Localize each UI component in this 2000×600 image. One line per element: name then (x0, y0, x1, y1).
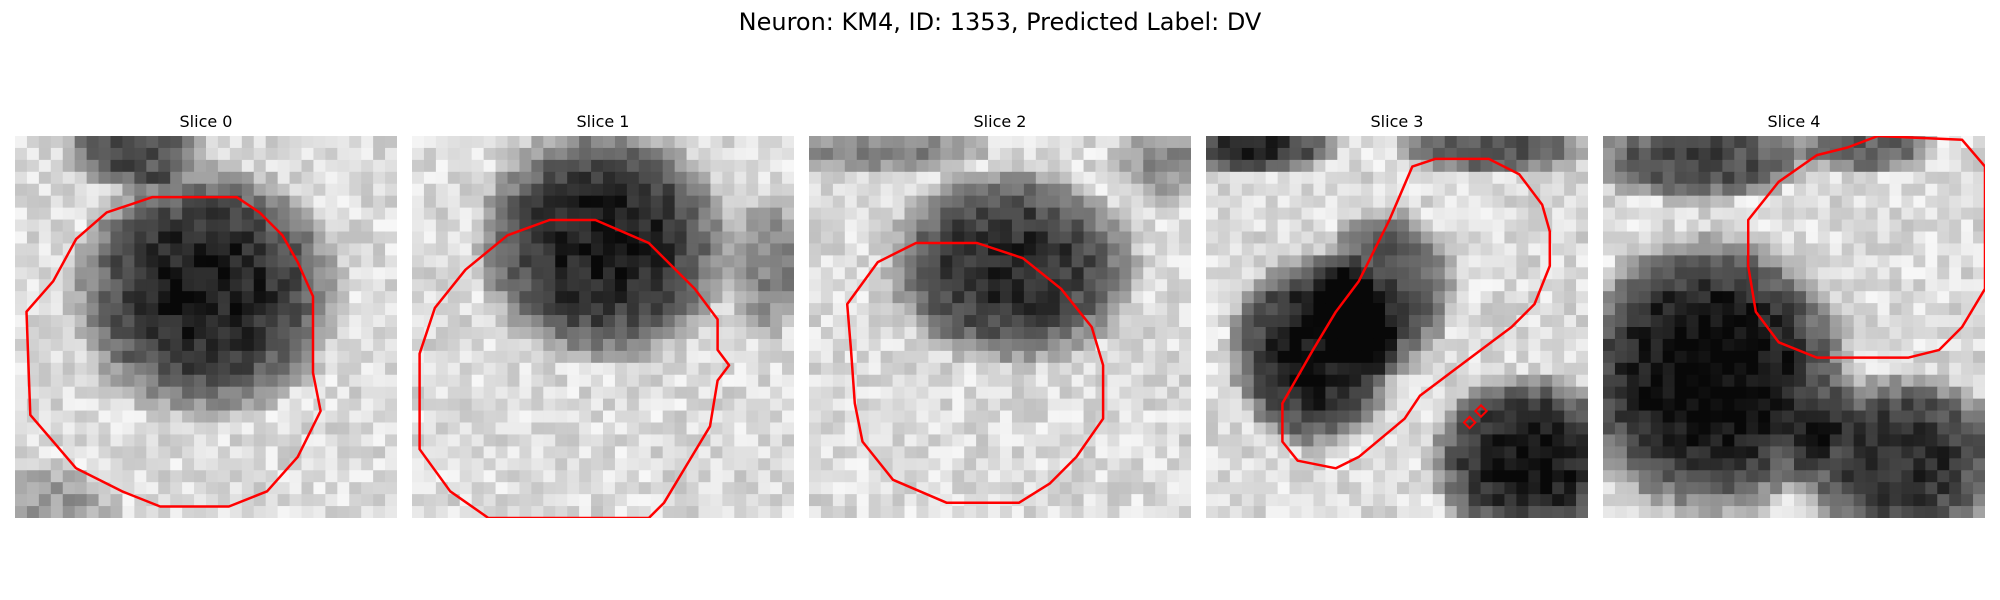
figure-title: Neuron: KM4, ID: 1353, Predicted Label: … (738, 8, 1262, 36)
segmentation-contour (1746, 136, 1985, 359)
segmentation-contour-fragment (1473, 403, 1489, 419)
slice-image-0 (15, 136, 397, 518)
slice-title: Slice 0 (179, 112, 233, 131)
slice-panel-4: Slice 4 (1603, 112, 1985, 518)
segmentation-contour-fragment (1462, 415, 1477, 430)
slice-title: Slice 2 (973, 112, 1027, 131)
segmentation-contour (845, 241, 1105, 504)
slice-title: Slice 1 (576, 112, 630, 131)
segmentation-contour (418, 218, 731, 518)
slice-panel-2: Slice 2 (809, 112, 1191, 518)
segmentation-contour (1281, 157, 1552, 470)
slice-image-4 (1603, 136, 1985, 518)
slice-panel-1: Slice 1 (412, 112, 794, 518)
slice-panel-3: Slice 3 (1206, 112, 1588, 518)
slice-panel-0: Slice 0 (15, 112, 397, 518)
slice-title: Slice 4 (1767, 112, 1821, 131)
slice-image-2 (809, 136, 1191, 518)
segmentation-contour (25, 195, 322, 508)
slice-image-3 (1206, 136, 1588, 518)
slice-title: Slice 3 (1370, 112, 1424, 131)
slice-image-1 (412, 136, 794, 518)
